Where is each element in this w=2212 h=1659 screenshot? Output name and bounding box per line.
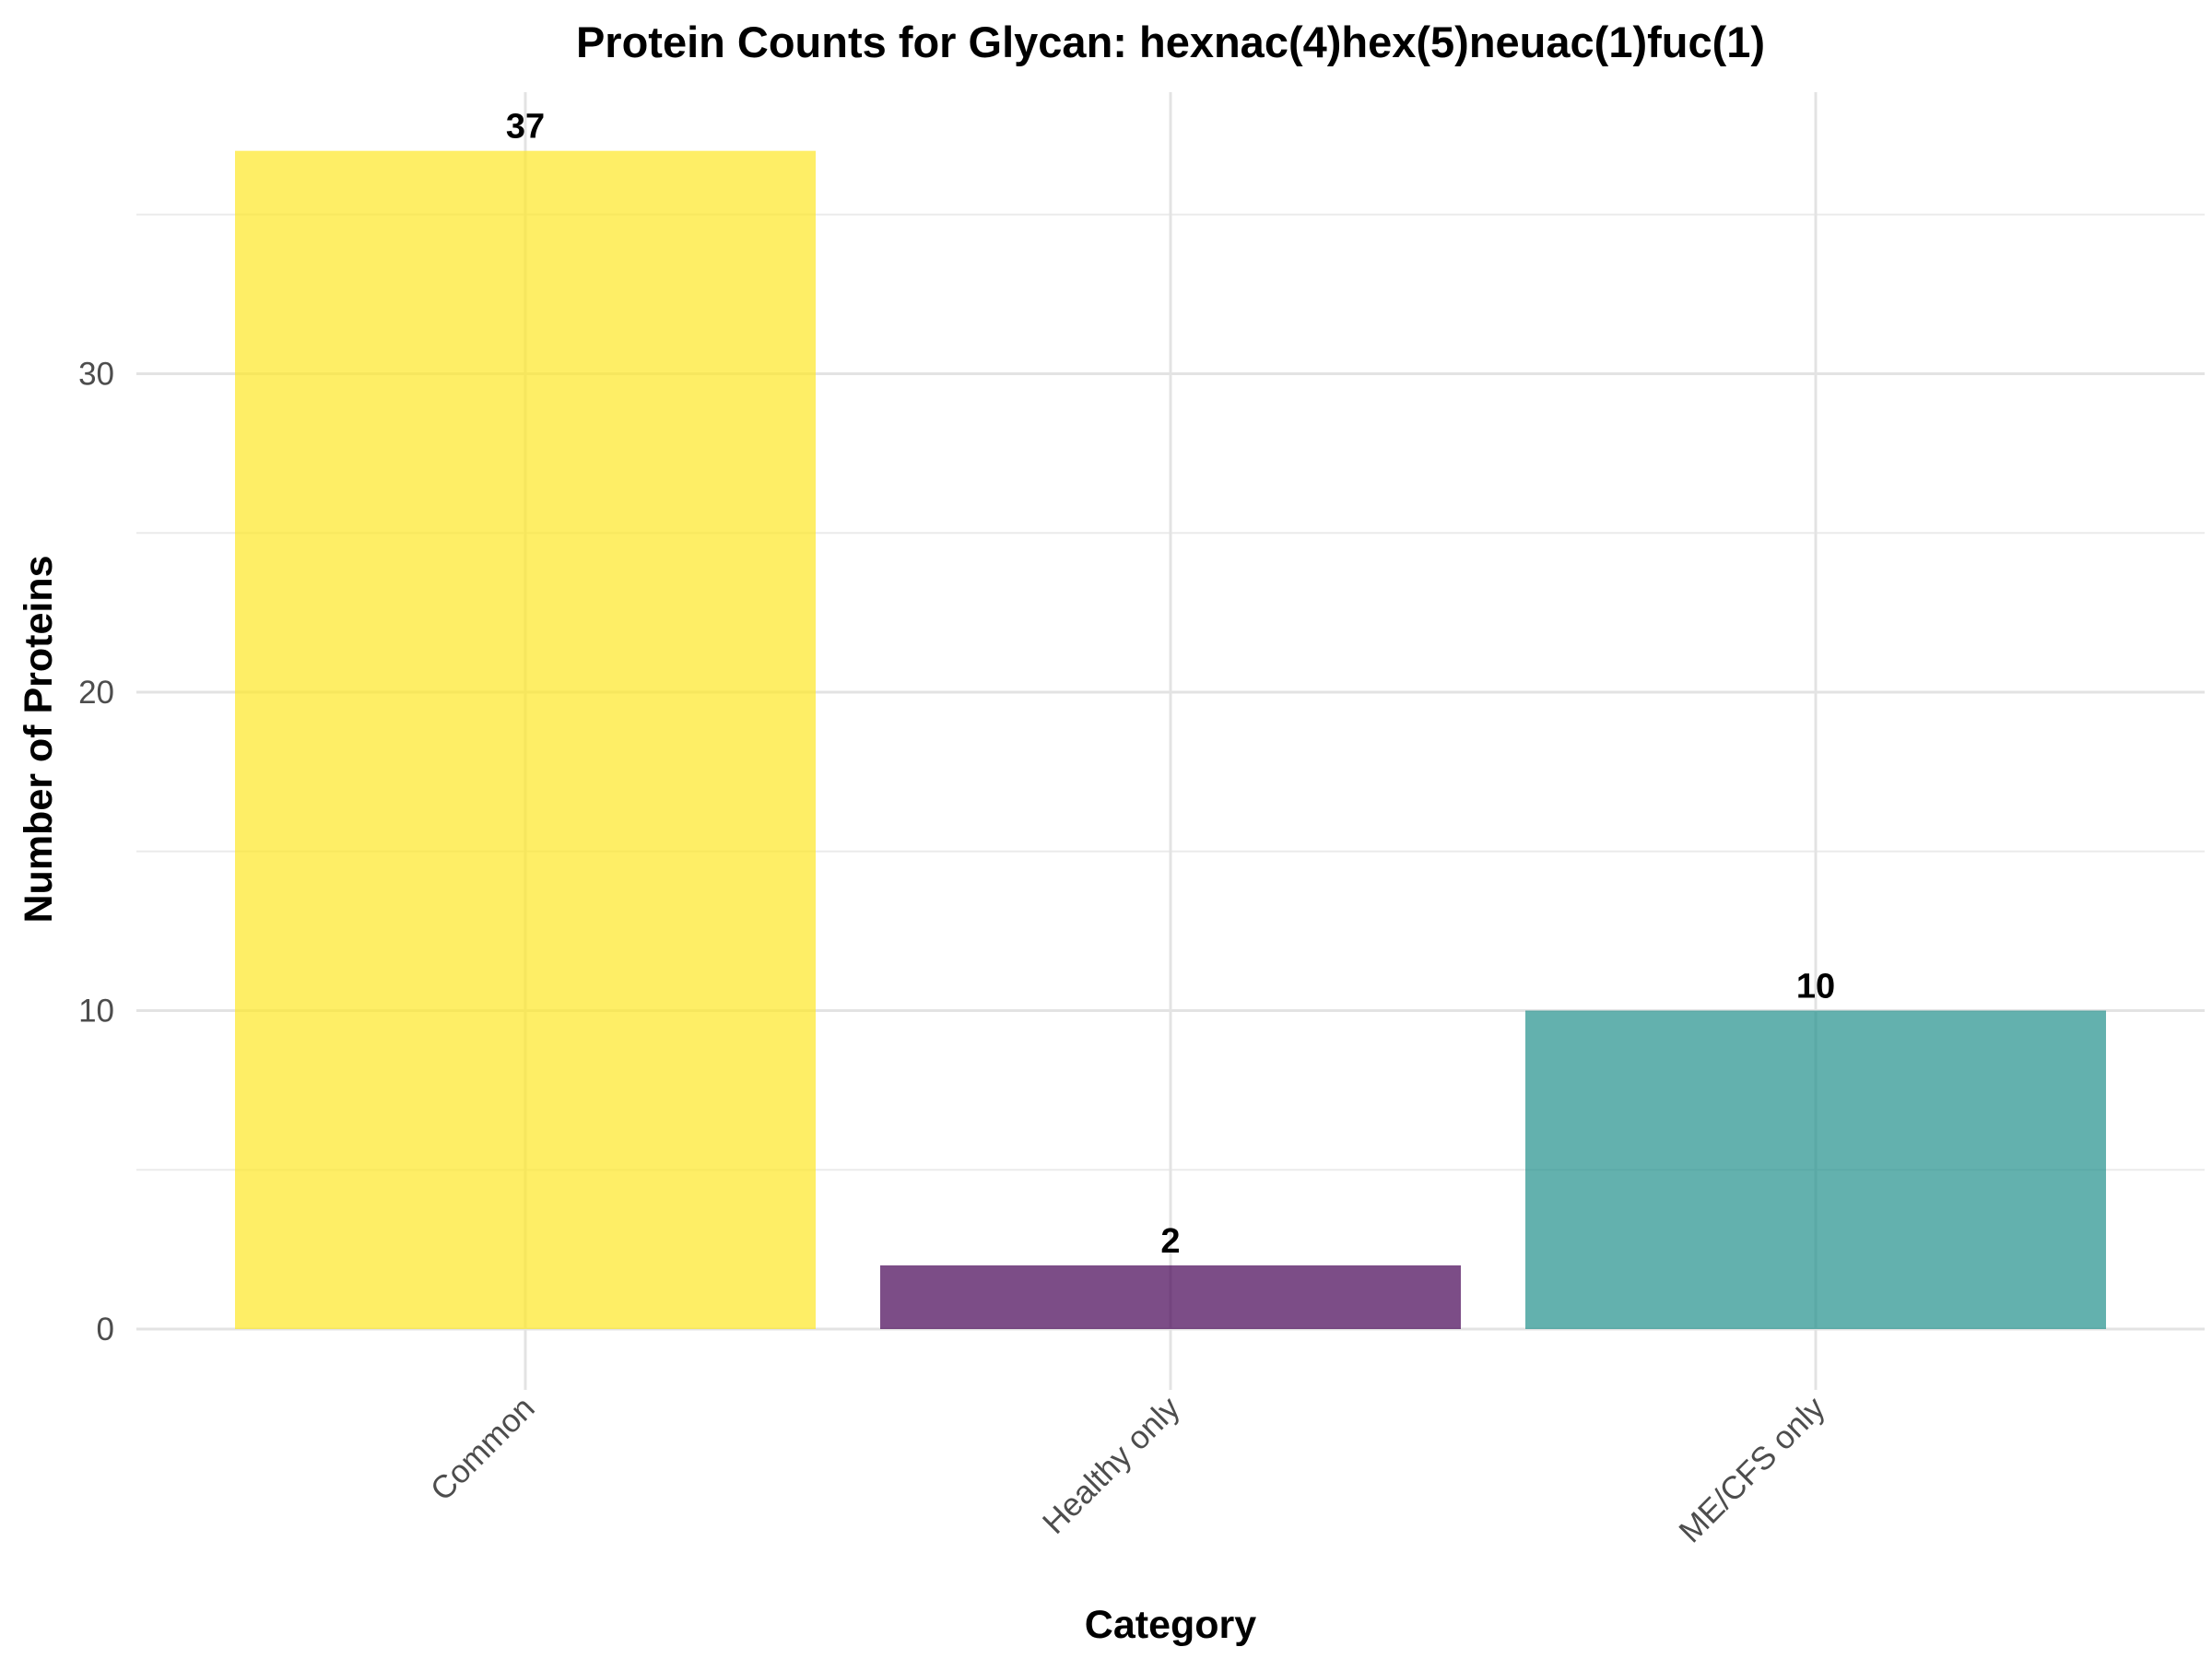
bar-value-label: 2 (1160, 1222, 1180, 1261)
x-axis-title: Category (1085, 1603, 1256, 1647)
x-tick-label: Healthy only (1036, 1390, 1187, 1541)
x-axis-ticks: Common Healthy only ME/CFS only (424, 1390, 1832, 1550)
y-tick-label: 10 (78, 994, 114, 1030)
bar-me-cfs-only (1525, 1010, 2106, 1329)
bar-common (235, 150, 816, 1329)
y-axis-title: Number of Proteins (17, 556, 61, 924)
bars (235, 150, 2106, 1329)
bar-value-label: 10 (1796, 968, 1835, 1006)
y-axis-ticks: 0 10 20 30 (78, 357, 114, 1348)
data-labels: 37 2 10 (506, 108, 1835, 1261)
y-tick-label: 20 (78, 675, 114, 711)
bar-value-label: 37 (506, 108, 545, 147)
y-tick-label: 30 (78, 357, 114, 393)
bar-healthy-only (880, 1265, 1461, 1329)
chart-title: Protein Counts for Glycan: hexnac(4)hex(… (576, 18, 1765, 66)
x-tick-label: ME/CFS only (1672, 1390, 1832, 1550)
y-tick-label: 0 (97, 1312, 114, 1347)
x-tick-label: Common (424, 1390, 542, 1508)
